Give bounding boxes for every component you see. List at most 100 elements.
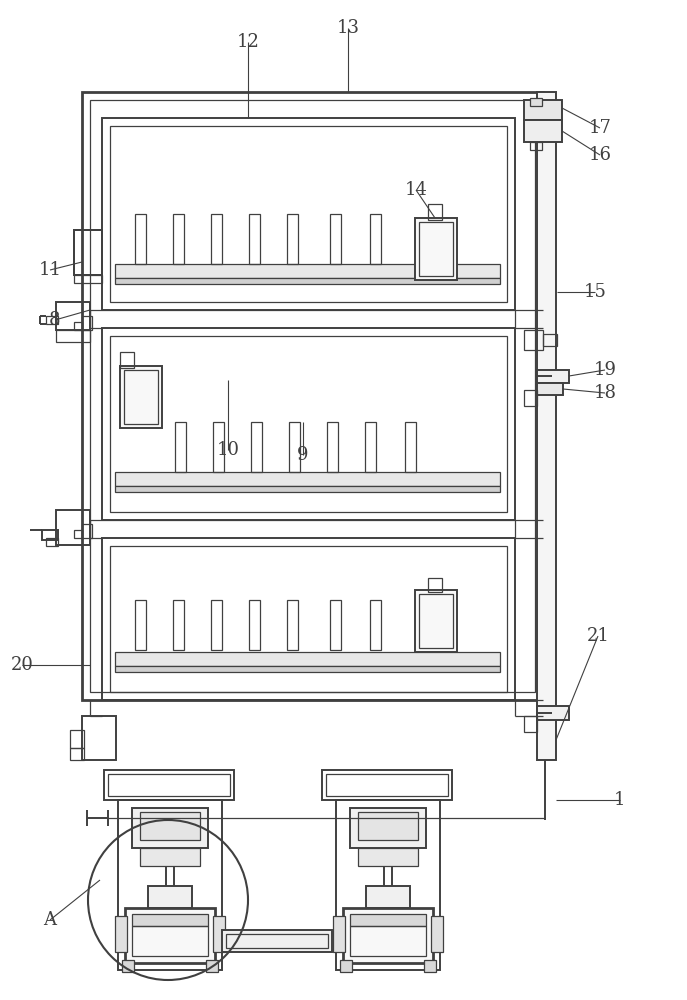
Bar: [330, 600, 341, 650]
Bar: [537, 92, 556, 760]
Bar: [82, 716, 116, 760]
Bar: [419, 594, 453, 648]
Bar: [249, 214, 260, 264]
Bar: [251, 422, 262, 472]
Bar: [110, 546, 507, 692]
Bar: [74, 275, 102, 283]
Bar: [206, 960, 218, 972]
Bar: [537, 383, 563, 395]
Bar: [370, 214, 381, 264]
Bar: [431, 916, 443, 952]
Text: 1: 1: [614, 791, 626, 809]
Bar: [287, 214, 298, 264]
Bar: [82, 316, 92, 330]
Bar: [524, 120, 562, 142]
Bar: [102, 538, 515, 700]
Bar: [115, 472, 500, 486]
Bar: [358, 848, 418, 866]
Bar: [120, 352, 134, 368]
Bar: [74, 322, 82, 330]
Bar: [322, 770, 452, 800]
Text: 14: 14: [405, 181, 427, 199]
Text: 16: 16: [589, 146, 611, 164]
Bar: [132, 926, 208, 956]
Bar: [124, 370, 158, 424]
Bar: [213, 916, 225, 952]
Bar: [365, 422, 376, 472]
Bar: [173, 600, 184, 650]
Bar: [135, 214, 146, 264]
Bar: [74, 230, 102, 275]
Bar: [350, 808, 426, 848]
Text: 18: 18: [594, 384, 616, 402]
Bar: [537, 706, 569, 720]
Bar: [115, 916, 127, 952]
Bar: [102, 118, 515, 310]
Bar: [333, 916, 345, 952]
Text: 10: 10: [216, 441, 240, 459]
Bar: [82, 524, 92, 538]
Bar: [74, 230, 102, 275]
Bar: [102, 328, 515, 520]
Bar: [175, 422, 186, 472]
Bar: [211, 600, 222, 650]
Text: 19: 19: [594, 361, 616, 379]
Bar: [70, 748, 84, 760]
Bar: [211, 214, 222, 264]
Bar: [370, 600, 381, 650]
Bar: [74, 530, 82, 538]
Bar: [350, 926, 426, 956]
Bar: [122, 960, 134, 972]
Text: 13: 13: [337, 19, 359, 37]
Bar: [419, 222, 453, 276]
Bar: [249, 600, 260, 650]
Bar: [115, 264, 500, 278]
Bar: [428, 204, 442, 220]
Text: A: A: [43, 911, 56, 929]
Text: 17: 17: [589, 119, 611, 137]
Bar: [287, 600, 298, 650]
Bar: [222, 930, 332, 952]
Bar: [56, 302, 90, 330]
Bar: [530, 98, 542, 106]
Bar: [135, 600, 146, 650]
Bar: [120, 366, 162, 428]
Bar: [46, 316, 58, 324]
Bar: [173, 214, 184, 264]
Bar: [118, 800, 222, 970]
Bar: [343, 908, 433, 963]
Bar: [46, 538, 58, 546]
Bar: [524, 716, 537, 732]
Bar: [56, 510, 90, 545]
Bar: [110, 126, 507, 302]
Bar: [340, 960, 352, 972]
Bar: [428, 578, 442, 592]
Text: 21: 21: [587, 627, 609, 645]
Bar: [132, 808, 208, 848]
Bar: [148, 886, 192, 908]
Bar: [543, 334, 557, 346]
Text: 11: 11: [38, 261, 62, 279]
Bar: [415, 590, 457, 652]
Bar: [115, 652, 500, 666]
Bar: [90, 100, 535, 692]
Text: 20: 20: [10, 656, 34, 674]
Bar: [140, 848, 200, 866]
Bar: [336, 800, 440, 970]
Bar: [405, 422, 416, 472]
Bar: [330, 214, 341, 264]
Bar: [524, 330, 543, 350]
Bar: [424, 960, 436, 972]
Bar: [115, 666, 500, 672]
Bar: [327, 422, 338, 472]
Bar: [132, 914, 208, 926]
Bar: [350, 914, 426, 926]
Bar: [530, 142, 542, 150]
Bar: [524, 100, 562, 120]
Bar: [42, 530, 58, 540]
Bar: [289, 422, 300, 472]
Bar: [104, 770, 234, 800]
Bar: [82, 92, 543, 700]
Bar: [415, 218, 457, 280]
Bar: [366, 886, 410, 908]
